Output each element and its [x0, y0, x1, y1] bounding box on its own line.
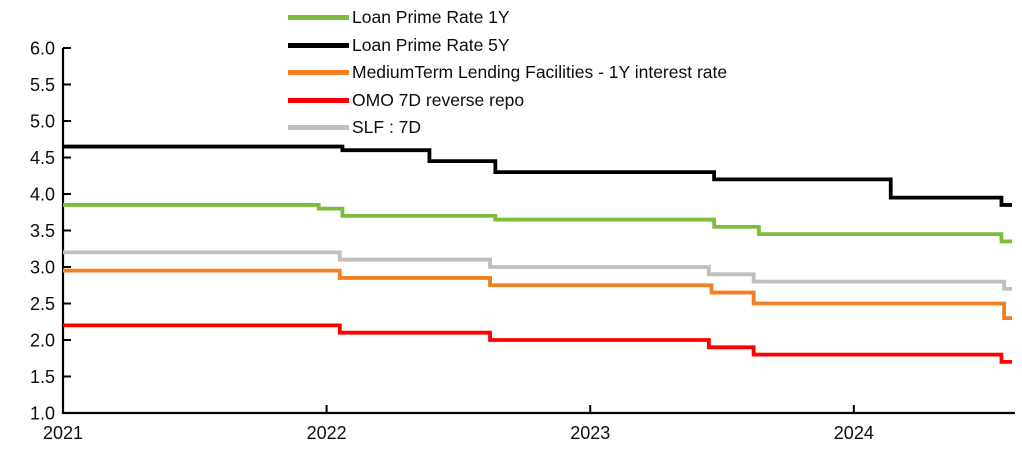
- legend-item-lpr-5y: Loan Prime Rate 5Y: [288, 32, 727, 60]
- legend-label: OMO 7D reverse repo: [352, 89, 525, 110]
- series-line-loan-prime-rate-1y: [63, 203, 1012, 244]
- x-tick-label: 2022: [307, 423, 347, 443]
- legend-label: SLF : 7D: [352, 117, 422, 137]
- x-tick-label: 2023: [570, 423, 610, 443]
- y-tick-label: 1.0: [30, 404, 55, 424]
- series-line-slf-7d: [63, 250, 1012, 291]
- y-tick-label: 4.0: [30, 185, 55, 205]
- series-line-mediumterm-lending-facilities-1y-interest-rate: [63, 268, 1012, 320]
- y-tick-label: 1.5: [30, 367, 55, 387]
- y-tick-label: 6.0: [30, 39, 55, 59]
- legend-line-swatch: [288, 97, 349, 103]
- legend-label: Loan Prime Rate 5Y: [352, 34, 510, 55]
- y-tick-label: 3.0: [30, 258, 55, 278]
- chart-legend: Loan Prime Rate 1Y Loan Prime Rate 5Y Me…: [288, 4, 727, 142]
- series-line-omo-7d-reverse-repo: [63, 323, 1012, 364]
- y-tick-label: 4.5: [30, 148, 55, 168]
- legend-item-lpr-1y: Loan Prime Rate 1Y: [288, 4, 727, 32]
- legend-line-swatch: [288, 42, 349, 48]
- legend-line-swatch: [288, 15, 349, 21]
- legend-item-mlf-1y: MediumTerm Lending Facilities - 1Y inter…: [288, 59, 727, 87]
- x-tick-label: 2024: [834, 423, 874, 443]
- x-tick-label: 2021: [43, 423, 83, 443]
- y-tick-label: 5.0: [30, 112, 55, 132]
- legend-label: Loan Prime Rate 1Y: [352, 7, 510, 27]
- legend-item-slf-7d: SLF : 7D: [288, 114, 727, 142]
- y-tick-label: 5.5: [30, 75, 55, 95]
- legend-line-swatch: [288, 125, 349, 131]
- y-tick-label: 2.5: [30, 294, 55, 314]
- y-tick-label: 2.0: [30, 331, 55, 351]
- legend-label: MediumTerm Lending Facilities - 1Y inter…: [352, 62, 728, 82]
- y-tick-label: 3.5: [30, 221, 55, 241]
- series-line-loan-prime-rate-5y: [63, 144, 1012, 207]
- legend-item-omo-7d: OMO 7D reverse repo: [288, 87, 727, 115]
- legend-line-swatch: [288, 70, 349, 76]
